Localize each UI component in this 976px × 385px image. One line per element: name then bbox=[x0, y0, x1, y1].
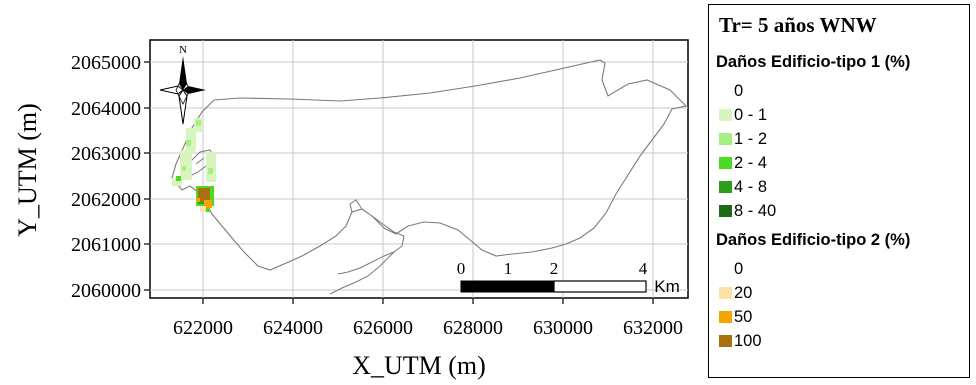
map-legend: Tr= 5 años WNW Daños Edificio-tipo 1 (%)… bbox=[708, 4, 970, 378]
scale-bar-label: 4 bbox=[639, 259, 648, 278]
legend-swatch bbox=[719, 157, 732, 169]
legend-item-label: 100 bbox=[734, 331, 762, 350]
legend-item-label: 20 bbox=[734, 283, 753, 302]
legend-item-label: 0 bbox=[734, 81, 744, 100]
scale-bar-label: 1 bbox=[504, 259, 513, 278]
north-label: N bbox=[179, 44, 187, 56]
legend-item: 1 - 2 bbox=[719, 129, 767, 149]
y-tick-label: 2064000 bbox=[71, 98, 141, 120]
scale-bar-label: 0 bbox=[457, 259, 466, 278]
x-tick-label: 626000 bbox=[353, 317, 413, 339]
scale-bar-unit: Km bbox=[654, 277, 680, 296]
legend-item-label: 0 - 1 bbox=[734, 105, 768, 124]
legend-swatch bbox=[719, 205, 732, 217]
legend-item: 0 - 1 bbox=[719, 105, 767, 125]
legend-heading-type1: Daños Edificio-tipo 1 (%) bbox=[716, 53, 911, 71]
legend-item: 8 - 40 bbox=[719, 201, 776, 221]
legend-title: Tr= 5 años WNW bbox=[719, 13, 877, 37]
legend-heading-type2: Daños Edificio-tipo 2 (%) bbox=[716, 231, 911, 249]
legend-item-label: 8 - 40 bbox=[734, 201, 777, 220]
legend-item: 20 bbox=[719, 283, 752, 303]
x-tick-labels: 622000 624000 626000 628000 630000 63200… bbox=[173, 317, 683, 339]
legend-item: 100 bbox=[719, 331, 762, 351]
y-tick-label: 2063000 bbox=[71, 143, 141, 165]
legend-swatch bbox=[719, 181, 732, 193]
legend-swatch bbox=[719, 335, 732, 347]
river-line bbox=[329, 251, 395, 295]
x-tick-label: 630000 bbox=[533, 317, 593, 339]
legend-item: 4 - 8 bbox=[719, 177, 767, 197]
y-tick-label: 2065000 bbox=[71, 52, 141, 74]
y-axis-title: Y_UTM (m) bbox=[13, 103, 42, 237]
legend-item: 2 - 4 bbox=[719, 153, 767, 173]
legend-item-label: 2 - 4 bbox=[734, 153, 768, 172]
y-tick-labels: 2065000 2064000 2063000 2062000 2061000 … bbox=[71, 52, 141, 302]
river-line bbox=[349, 199, 363, 213]
y-tick-label: 2062000 bbox=[71, 189, 141, 211]
legend-item: 0 bbox=[719, 259, 743, 279]
legend-item-label: 1 - 2 bbox=[734, 129, 768, 148]
legend-swatch bbox=[719, 109, 732, 121]
legend-item-label: 50 bbox=[734, 307, 753, 326]
grid-lines bbox=[150, 40, 688, 298]
x-axis-title: X_UTM (m) bbox=[352, 351, 486, 380]
x-tick-label: 632000 bbox=[623, 317, 683, 339]
legend-swatch bbox=[719, 287, 732, 299]
legend-item: 50 bbox=[719, 307, 752, 327]
legend-swatch bbox=[719, 263, 732, 275]
legend-item-label: 0 bbox=[734, 259, 744, 278]
y-tick-label: 2061000 bbox=[71, 234, 141, 256]
legend-item: 0 bbox=[719, 81, 743, 101]
y-tick-label: 2060000 bbox=[71, 280, 141, 302]
scale-bar-label: 2 bbox=[550, 259, 559, 278]
map-frame bbox=[149, 39, 689, 299]
tick-marks bbox=[144, 61, 654, 304]
scale-bar: 0 1 2 4 Km bbox=[457, 259, 680, 296]
coastline-outline bbox=[171, 59, 688, 271]
x-tick-label: 628000 bbox=[443, 317, 503, 339]
north-arrow-icon: N bbox=[159, 44, 206, 125]
legend-swatch bbox=[719, 85, 732, 97]
x-tick-label: 624000 bbox=[263, 317, 323, 339]
legend-swatch bbox=[719, 133, 732, 145]
legend-item-label: 4 - 8 bbox=[734, 177, 768, 196]
x-tick-label: 622000 bbox=[173, 317, 233, 339]
damage-cells bbox=[172, 118, 216, 212]
legend-swatch bbox=[719, 311, 732, 323]
